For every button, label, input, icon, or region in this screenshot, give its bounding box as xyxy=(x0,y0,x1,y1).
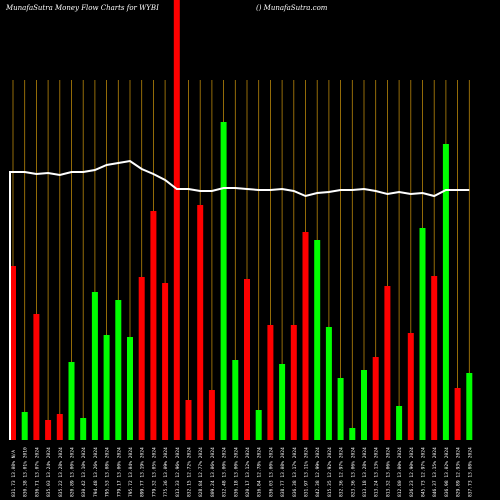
x-tick-label: 779.17 13.00% 2024 xyxy=(116,447,122,497)
bar-up xyxy=(115,300,122,440)
bar-up xyxy=(127,337,133,440)
bar-up xyxy=(232,360,239,440)
bar-down xyxy=(162,283,169,440)
x-tick-label: 815.35 12.92% 2024 xyxy=(327,447,333,497)
bar-up xyxy=(396,406,403,440)
bar-down xyxy=(407,333,414,440)
x-tick-label: 832.36 12.97% 2024 xyxy=(339,447,345,497)
x-tick-label: 842.38 12.99% 2024 xyxy=(315,447,321,497)
x-tick-label: 899.77 13.19% 2024 xyxy=(140,447,146,497)
x-tick-label: 795.53 13.08% 2024 xyxy=(105,447,111,497)
bar-up xyxy=(255,410,262,440)
bar-up xyxy=(68,362,75,440)
bar-up xyxy=(466,373,473,440)
bar-up xyxy=(419,228,426,440)
site-credit: () MunafaSutra.com xyxy=(256,4,328,12)
x-tick-label: 830.42 13.10% 2024 xyxy=(81,447,87,497)
bar-down xyxy=(45,420,52,440)
chart-title: MunafaSutra Money Flow Charts for WYBI xyxy=(6,4,159,12)
x-tick-label: 837.73 13.08% 2024 xyxy=(467,447,473,497)
x-tick-label: 794.48 13.26% 2024 xyxy=(93,447,99,497)
bar-up xyxy=(337,378,344,440)
x-tick-label: 832.15 12.72% 2024 xyxy=(187,447,193,497)
bar-up xyxy=(442,144,449,440)
x-tick-label: 812.48 13.00% 2024 xyxy=(222,447,228,497)
bar-layer xyxy=(10,0,473,440)
x-tick-label: 846.37 13.15% 2024 xyxy=(432,447,438,497)
x-tick-label: 845.73 12.97% 2024 xyxy=(421,447,427,497)
x-tick-label: 795.72 13.04% 2024 xyxy=(128,447,134,497)
bar-down xyxy=(244,279,250,440)
bar-down xyxy=(267,325,274,440)
bar-down xyxy=(56,414,63,440)
money-flow-line xyxy=(9,159,470,440)
x-tick-label: 836.03 13.00% 2024 xyxy=(268,447,274,497)
x-tick-label: 823.36 13.06% 2024 xyxy=(350,447,356,497)
x-tick-label: 828.84 12.77% 2024 xyxy=(198,447,204,497)
bar-down xyxy=(384,286,391,440)
x-tick-label: 830.38 13.01% 2010 xyxy=(23,447,29,497)
x-tick-label: 809.24 13.06% 2024 xyxy=(210,447,216,497)
bar-up xyxy=(325,327,332,440)
label-layer: 831.73 13.08% N/A 830.38 13.01% 2010 836.7… xyxy=(11,447,473,497)
bar-down xyxy=(208,390,215,440)
bar-down xyxy=(290,325,297,440)
x-tick-label: 826.23 12.90% 2024 xyxy=(409,447,415,497)
x-tick-label: 813.32 13.06% 2024 xyxy=(385,447,391,497)
x-tick-label: 836.98 13.02% 2024 xyxy=(444,447,450,497)
x-tick-label: 831.97 13.11% 2024 xyxy=(304,447,310,497)
bar-down xyxy=(150,211,157,440)
bar-up xyxy=(220,122,227,440)
x-tick-label: 831.73 13.08% N/A xyxy=(11,450,17,497)
x-tick-label: 836.71 13.07% 2024 xyxy=(34,447,40,497)
bar-down xyxy=(173,0,180,440)
grid-layer xyxy=(12,80,470,440)
x-tick-label: 775.36 13.09% 2024 xyxy=(163,447,169,497)
bar-down xyxy=(372,357,379,440)
bar-up xyxy=(361,370,367,440)
x-tick-label: 836.18 13.00% 2024 xyxy=(233,447,239,497)
bar-down xyxy=(454,388,461,440)
x-tick-label: 816.84 12.78% 2024 xyxy=(257,447,263,497)
bar-up xyxy=(349,428,356,440)
x-tick-label: 812.80 13.00% 2024 xyxy=(397,447,403,497)
x-tick-label: 820.89 13.00% 2024 xyxy=(70,447,76,497)
bar-up xyxy=(91,292,98,440)
bar-down xyxy=(302,232,309,440)
x-tick-label: 838.77 13.08% 2024 xyxy=(280,447,286,497)
x-tick-label: 779.32 13.05% 2024 xyxy=(151,447,157,497)
x-tick-label: 829.89 12.93% 2024 xyxy=(456,447,462,497)
bar-up xyxy=(314,240,321,440)
x-tick-label: 813.33 12.96% 2024 xyxy=(175,447,181,497)
bar-down xyxy=(138,277,145,440)
bar-down xyxy=(33,314,40,440)
x-tick-label: 813.18 13.28% 2024 xyxy=(362,447,368,497)
bar-down xyxy=(197,205,204,440)
bar-down xyxy=(10,266,16,440)
line-layer xyxy=(9,159,470,440)
x-tick-label: 836.38 13.17% 2024 xyxy=(292,447,298,497)
bar-up xyxy=(21,412,28,440)
x-tick-label: 820.17 13.12% 2024 xyxy=(245,447,251,497)
x-tick-label: 835.03 13.24% 2024 xyxy=(46,447,52,497)
x-tick-label: 835.22 13.28% 2024 xyxy=(58,447,64,497)
bar-up xyxy=(80,418,87,440)
bar-down xyxy=(185,400,192,440)
x-tick-label: 813.24 13.13% 2024 xyxy=(374,447,380,497)
bar-down xyxy=(431,276,438,440)
bar-up xyxy=(103,335,110,440)
bar-up xyxy=(279,364,286,440)
